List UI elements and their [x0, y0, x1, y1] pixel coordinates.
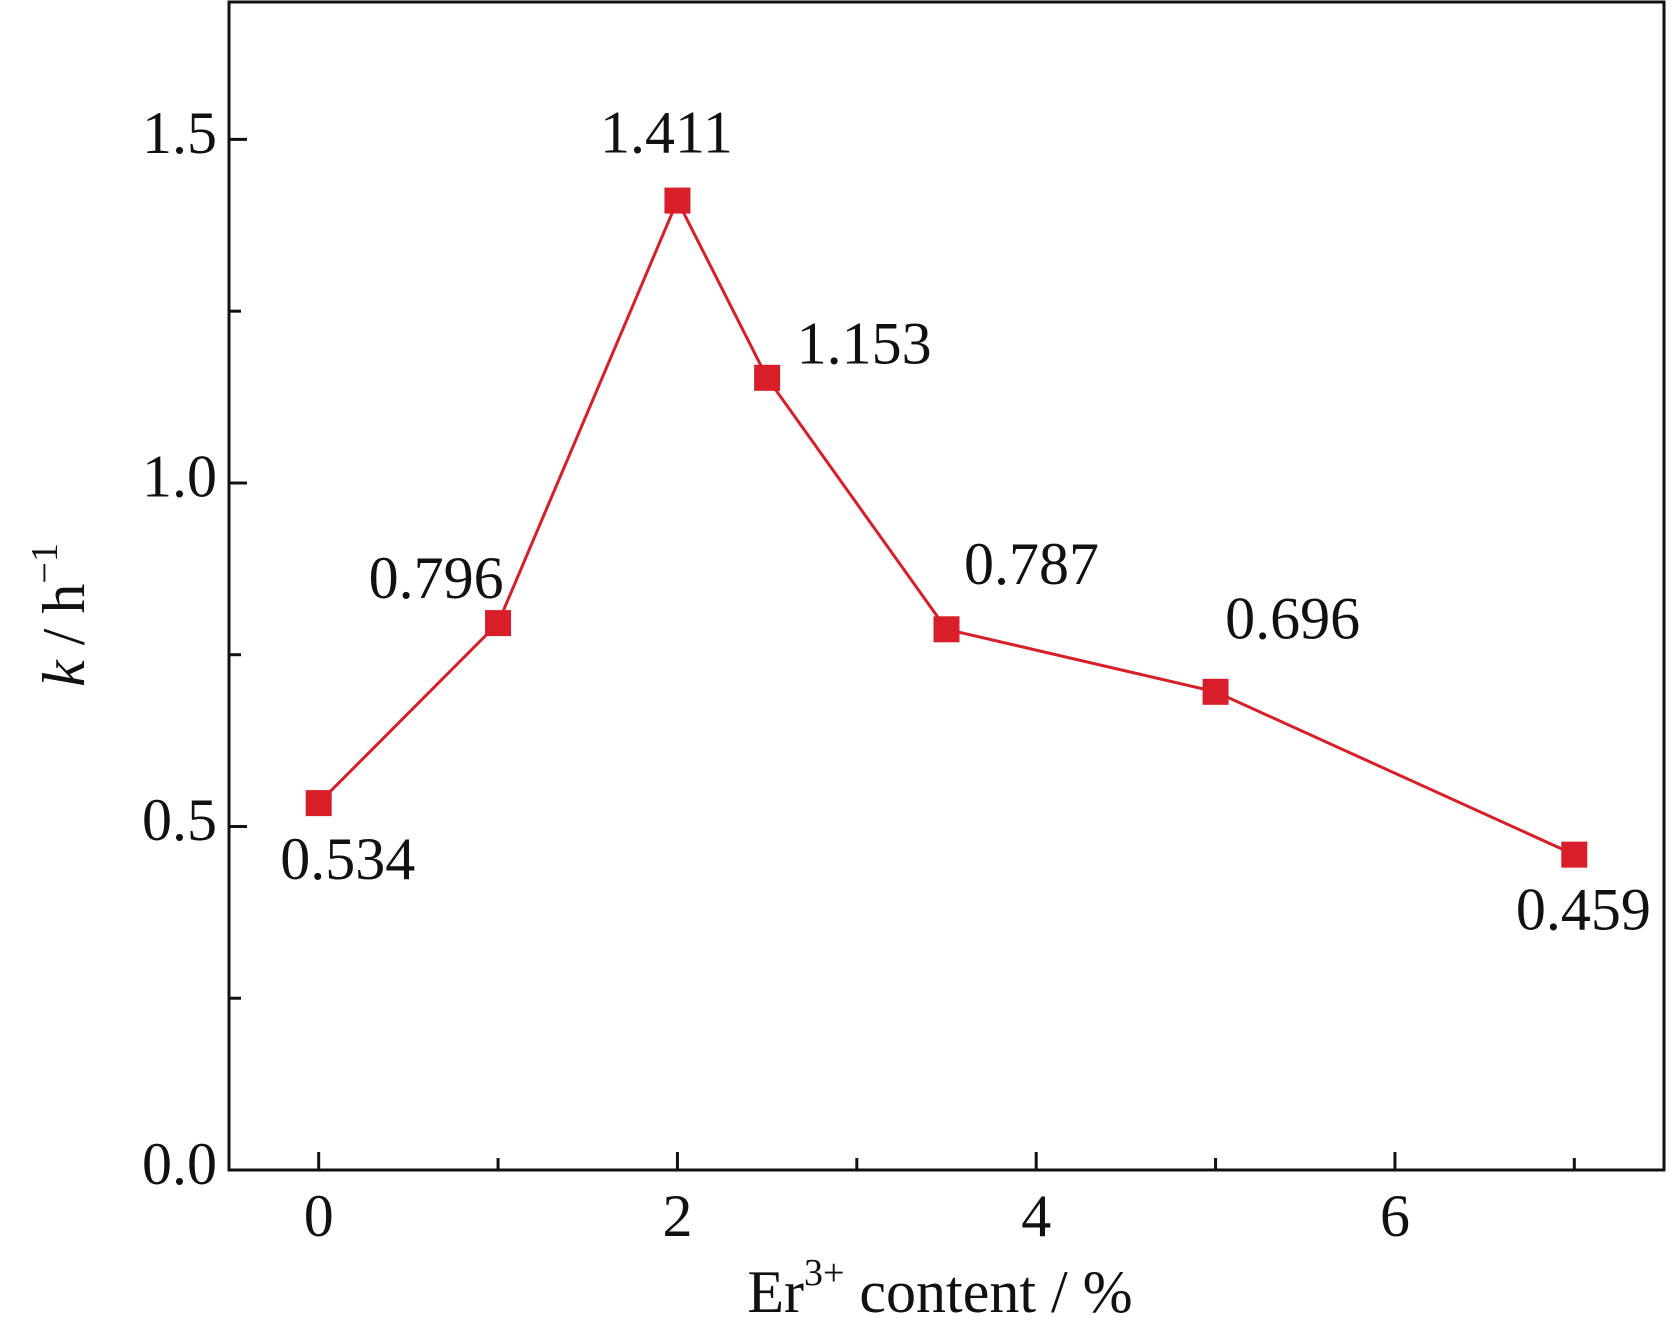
- plot-frame: [227, 0, 1666, 1172]
- marker: [485, 610, 512, 637]
- series-line: [317, 197, 1575, 857]
- y-label-sup: −1: [24, 543, 66, 583]
- marker: [1561, 841, 1588, 868]
- x-label-sup: 3+: [804, 1252, 844, 1294]
- data-label: 0.787: [964, 531, 1099, 597]
- data-label: 0.696: [1225, 586, 1360, 652]
- marker: [305, 790, 332, 817]
- y-tick-label: 1.5: [142, 100, 217, 166]
- x-label-part: content / %: [844, 1259, 1132, 1325]
- y-tick-label: 0.5: [142, 787, 217, 853]
- x-tick-label: 0: [304, 1183, 334, 1249]
- x-tick-label: 4: [1021, 1183, 1051, 1249]
- y-axis-label: k / h−1: [24, 543, 97, 687]
- x-tick-label: 6: [1380, 1183, 1410, 1249]
- y-label-part: k: [31, 659, 97, 687]
- x-axis-label: Er3+ content / %: [747, 1252, 1132, 1325]
- x-label-part: Er: [747, 1259, 804, 1325]
- x-tick-label: 2: [662, 1183, 692, 1249]
- y-tick-label: 1.0: [142, 444, 217, 510]
- y-tick-label: 0.0: [142, 1131, 217, 1197]
- data-label: 1.153: [797, 311, 932, 377]
- marker: [664, 187, 691, 214]
- marker: [754, 364, 781, 391]
- marker: [933, 616, 960, 643]
- data-label: 1.411: [600, 99, 733, 165]
- data-label: 0.796: [369, 545, 504, 611]
- data-label: 0.534: [280, 826, 415, 892]
- y-label-part: / h: [31, 584, 97, 661]
- marker: [1202, 678, 1229, 705]
- data-label: 0.459: [1516, 876, 1651, 942]
